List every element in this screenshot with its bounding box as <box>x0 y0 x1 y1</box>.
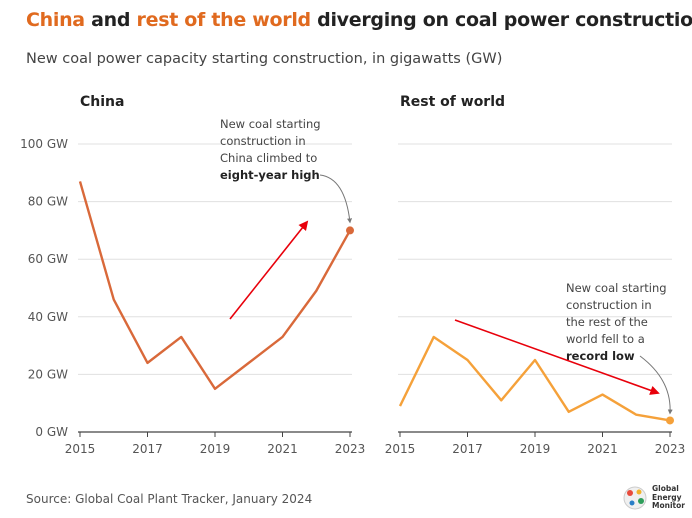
annotation-bold: eight-year high <box>220 168 320 182</box>
end-point-marker <box>666 416 674 425</box>
annotation-pointer <box>319 174 353 224</box>
x-tick-label: 2019 <box>200 442 231 456</box>
x-tick-label: 2019 <box>520 442 551 456</box>
annotation-line: the rest of the <box>566 315 648 329</box>
annotation-line: world fell to a <box>566 332 645 346</box>
annotation-line: construction in <box>220 134 306 148</box>
y-tick-label: 100 GW <box>20 137 68 151</box>
x-tick-label: 2023 <box>655 442 686 456</box>
panel-title-rest-of-world: Rest of world <box>400 94 505 110</box>
x-tick-label: 2021 <box>587 442 618 456</box>
x-tick-label: 2017 <box>452 442 483 456</box>
logo-text: Global Energy Monitor <box>652 484 685 511</box>
logo-line-1: Global <box>652 484 679 493</box>
annotation-line: New coal starting <box>566 281 667 295</box>
end-point-marker <box>346 226 354 235</box>
title-china: China <box>26 9 85 31</box>
globe-icon <box>623 486 647 510</box>
y-tick-label: 20 GW <box>28 367 68 381</box>
y-tick-label: 80 GW <box>28 195 68 209</box>
annotation-pointer <box>639 355 673 415</box>
title-and: and <box>84 9 137 31</box>
logo-line-3: Monitor <box>652 501 685 510</box>
y-tick-label: 40 GW <box>28 310 68 324</box>
x-tick-label: 2021 <box>267 442 298 456</box>
chart-title: China and rest of the world diverging on… <box>26 9 692 31</box>
annotation-line: China climbed to <box>220 151 317 165</box>
x-tick-label: 2015 <box>385 442 416 456</box>
y-tick-label: 0 GW <box>35 425 68 439</box>
annotation-line: construction in <box>566 298 652 312</box>
logo-line-2: Energy <box>652 492 682 502</box>
gem-logo: Global Energy Monitor <box>622 484 686 514</box>
annotation-line: New coal starting <box>220 117 321 131</box>
series-line-china <box>78 181 352 390</box>
x-tick-label: 2017 <box>132 442 163 456</box>
y-tick-label: 60 GW <box>28 252 68 266</box>
x-tick-label: 2015 <box>65 442 96 456</box>
title-rest-of-world: rest of the world <box>136 9 312 31</box>
x-tick-label: 2023 <box>335 442 366 456</box>
source-note: Source: Global Coal Plant Tracker, Janua… <box>26 492 313 506</box>
red-trend-arrow-up <box>229 220 309 320</box>
annotation-bold: record low <box>566 349 635 363</box>
red-trend-arrow-down <box>454 319 660 395</box>
panel-title-china: China <box>80 94 124 110</box>
chart-subtitle: New coal power capacity starting constru… <box>26 51 503 67</box>
title-rest: diverging on coal power construction <box>310 9 692 31</box>
